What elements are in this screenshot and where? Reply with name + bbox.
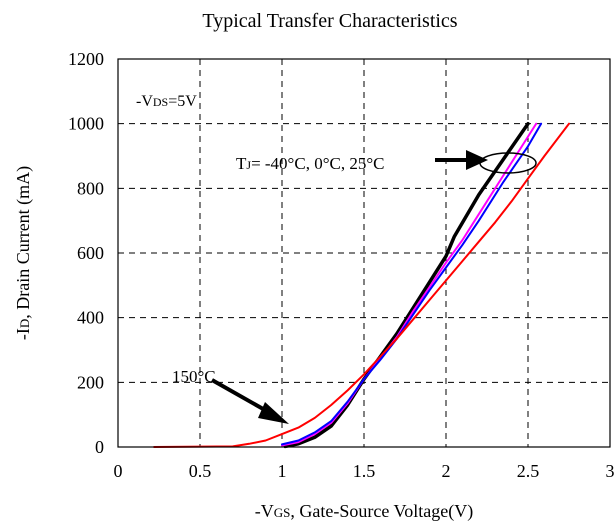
series-line-3: [281, 122, 543, 446]
condition-label: -VDS=5V: [136, 93, 197, 110]
chart-title: Typical Transfer Characteristics: [202, 10, 457, 32]
y-tick-label: 0: [95, 437, 104, 457]
x-tick-label: 3: [606, 461, 615, 481]
x-tick-label: 0.5: [189, 461, 212, 481]
x-tick-label: 2: [442, 461, 451, 481]
plot-area-border: [117, 58, 611, 448]
x-tick-labels: 0 0.5 1 1.5 2 2.5 3: [114, 461, 615, 481]
gridlines: [118, 59, 610, 447]
y-tick-label: 800: [77, 178, 104, 198]
x-axis-label: -VGS, Gate-Source Voltage(V): [255, 501, 473, 522]
y-tick-label: 1000: [68, 114, 104, 134]
y-tick-label: 600: [77, 243, 104, 263]
y-axis-label: -ID, Drain Current (mA): [13, 166, 34, 340]
x-tick-label: 0: [114, 461, 123, 481]
hot-annotation-label: 150°C: [172, 367, 216, 386]
x-tick-label: 2.5: [517, 461, 540, 481]
series-line-1: [283, 121, 530, 449]
hot-arrowhead-icon: [258, 402, 289, 424]
tj-group-ellipse: [479, 152, 537, 174]
series-line-2: [281, 122, 538, 447]
x-tick-label: 1: [278, 461, 287, 481]
tj-annotation-label: TJ= -40°C, 0°C, 25°C: [236, 154, 384, 173]
tj-arrowhead-icon: [466, 150, 488, 170]
series-line-4: [153, 122, 570, 448]
y-tick-label: 200: [77, 372, 104, 392]
y-tick-labels: 0 200 400 600 800 1000 1200: [68, 49, 104, 457]
y-tick-label: 400: [77, 308, 104, 328]
x-tick-label: 1.5: [353, 461, 376, 481]
y-tick-label: 1200: [68, 49, 104, 69]
hot-annotation-arrow: [211, 378, 273, 416]
series-lines: [153, 121, 570, 449]
